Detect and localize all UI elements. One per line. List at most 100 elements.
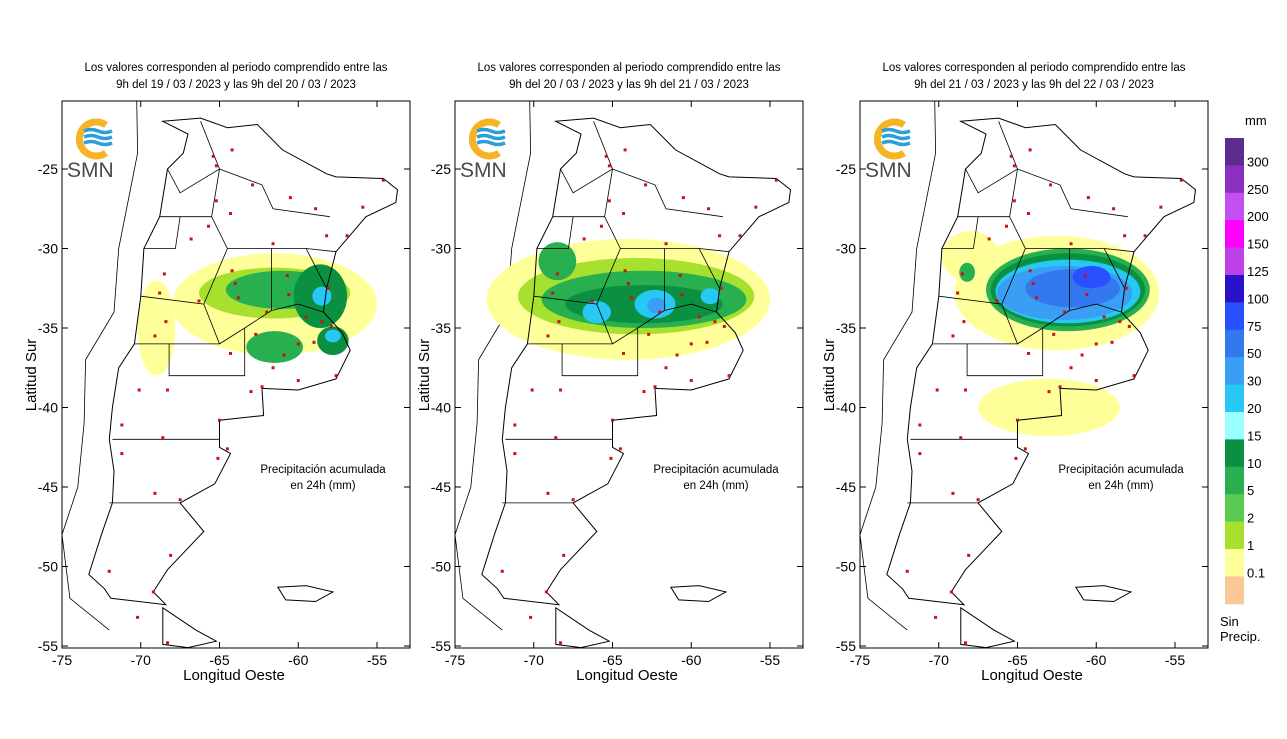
station-marker — [664, 242, 668, 246]
station-marker — [229, 212, 233, 216]
station-marker — [1080, 353, 1084, 357]
legend-swatch — [1225, 466, 1244, 495]
station-marker — [718, 234, 722, 238]
station-marker — [214, 164, 218, 168]
station-marker — [334, 374, 338, 378]
map-note-line2: en 24h (mm) — [683, 480, 748, 492]
smn-logo: SMN — [865, 118, 912, 182]
station-marker — [326, 286, 330, 290]
station-marker — [675, 353, 679, 357]
station-marker — [918, 452, 922, 456]
legend-swatch — [1225, 275, 1244, 303]
y-axis-label: Latitud Sur — [416, 339, 433, 412]
station-marker — [774, 178, 778, 182]
legend-swatch — [1225, 439, 1244, 468]
province-border — [699, 248, 730, 253]
station-marker — [935, 388, 939, 392]
station-marker — [513, 452, 517, 456]
y-tick-label: -50 — [431, 559, 451, 575]
station-marker — [1047, 390, 1051, 394]
station-marker — [296, 342, 300, 346]
precip-area — [1072, 265, 1111, 289]
station-marker — [271, 242, 275, 246]
station-marker — [230, 148, 234, 152]
y-tick-label: -50 — [836, 559, 856, 575]
station-marker — [1132, 374, 1136, 378]
station-marker — [1034, 296, 1038, 300]
period-title-line1: Los valores corresponden al periodo comp… — [882, 62, 1185, 74]
station-marker — [530, 388, 534, 392]
map-note-line2: en 24h (mm) — [1088, 480, 1153, 492]
station-marker — [271, 366, 275, 370]
x-tick-label: -65 — [602, 652, 622, 668]
tierra-del-fuego — [162, 606, 218, 648]
station-marker — [582, 237, 586, 241]
smn-logo: SMN — [460, 118, 507, 182]
station-marker — [967, 553, 971, 557]
station-marker — [1052, 332, 1056, 336]
station-marker — [722, 324, 726, 328]
station-marker — [681, 196, 685, 200]
malvinas-islands — [1074, 585, 1133, 603]
smn-logo: SMN — [67, 118, 114, 182]
station-marker — [622, 351, 626, 355]
precip-area — [647, 297, 667, 314]
province-border — [1017, 168, 1128, 218]
station-marker — [647, 332, 651, 336]
station-marker — [178, 498, 182, 502]
station-marker — [555, 272, 559, 276]
y-tick-label: -40 — [836, 400, 856, 416]
station-marker — [225, 447, 229, 451]
province-border — [203, 248, 228, 305]
x-axis-label: Longitud Oeste — [981, 667, 1083, 684]
station-marker — [1027, 351, 1031, 355]
station-marker — [314, 207, 318, 211]
station-marker — [738, 234, 742, 238]
x-tick-label: -70 — [524, 652, 544, 668]
x-tick-label: -75 — [850, 652, 870, 668]
x-axis-label: Longitud Oeste — [183, 667, 285, 684]
station-marker — [1118, 320, 1122, 324]
station-marker — [265, 310, 269, 314]
station-marker — [1049, 183, 1053, 187]
station-marker — [1110, 340, 1114, 344]
station-marker — [626, 281, 630, 285]
station-marker — [918, 423, 922, 427]
legend-swatch — [1225, 247, 1244, 276]
argentina-land — [88, 118, 398, 605]
station-marker — [951, 334, 955, 338]
station-marker — [1014, 456, 1018, 460]
station-marker — [251, 183, 255, 187]
smn-logo-text: SMN — [67, 159, 114, 182]
station-marker — [1069, 242, 1073, 246]
argentina-border — [88, 117, 399, 606]
y-tick-label: -25 — [38, 161, 58, 177]
station-marker — [325, 234, 329, 238]
province-border — [612, 168, 723, 218]
x-tick-label: -60 — [1086, 652, 1106, 668]
legend-label: 50 — [1247, 346, 1261, 361]
precip-area — [959, 262, 975, 282]
station-marker — [1127, 324, 1131, 328]
x-tick-label: -55 — [1165, 652, 1185, 668]
province-border — [1001, 248, 1026, 305]
province-border — [966, 328, 1044, 377]
legend-label: 150 — [1247, 237, 1269, 252]
station-marker — [120, 452, 124, 456]
station-marker — [905, 569, 909, 573]
station-marker — [680, 293, 684, 297]
province-border — [536, 216, 574, 249]
y-tick-label: -40 — [431, 400, 451, 416]
station-marker — [120, 423, 124, 427]
station-marker — [754, 205, 758, 209]
map-frame — [61, 100, 411, 649]
station-marker — [158, 291, 162, 295]
station-marker — [166, 641, 170, 645]
precip-area — [538, 242, 577, 281]
station-marker — [1143, 234, 1147, 238]
x-tick-label: -75 — [52, 652, 72, 668]
station-marker — [962, 320, 966, 324]
legend-label: 0.1 — [1247, 565, 1265, 580]
station-marker — [1016, 418, 1019, 422]
malvinas-islands — [669, 585, 728, 603]
